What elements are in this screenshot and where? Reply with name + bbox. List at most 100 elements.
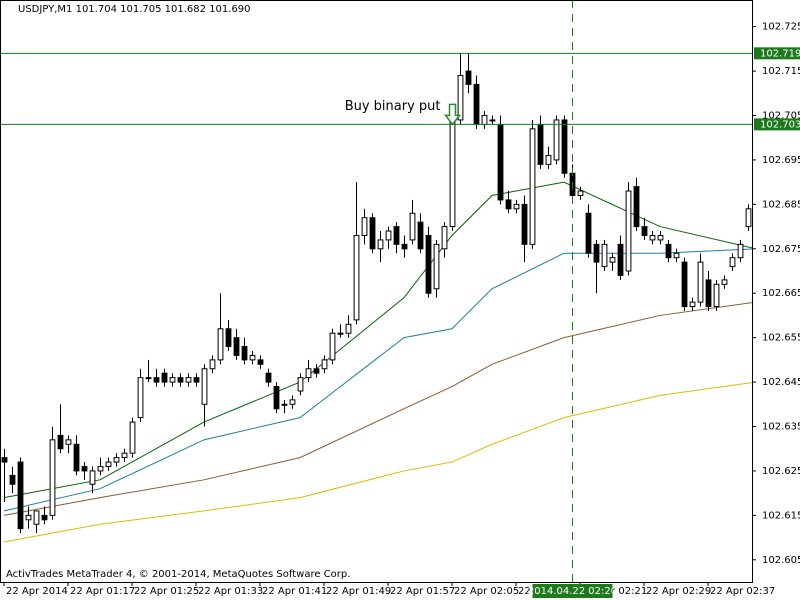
candle-body (409, 212, 416, 241)
candle-body (1, 457, 8, 463)
candle-body (153, 377, 160, 383)
candle-body (97, 465, 104, 472)
candle-body (297, 377, 304, 392)
x-tick-label: 22 Apr 2014 (6, 586, 68, 597)
candle-body (225, 328, 232, 348)
y-tick-label: 102.645 (762, 377, 800, 388)
candle-body (193, 377, 200, 383)
candle-body (169, 377, 176, 383)
candle-body (329, 332, 336, 361)
candle-body (609, 257, 616, 263)
plot-frame (0, 0, 753, 583)
x-tick-label: 22 Apr 02:29 (646, 586, 711, 597)
x-tick-label: 22 Apr 02:05 (454, 586, 519, 597)
y-tick-label: 102.615 (762, 510, 800, 521)
candle-body (657, 234, 664, 241)
y-tick-label: 102.675 (762, 244, 800, 255)
candle-body (745, 208, 752, 228)
candle-body (305, 368, 312, 379)
candle-body (185, 377, 192, 383)
candle-body (137, 377, 144, 419)
candle-body (441, 226, 448, 250)
x-tick-label: 22 Apr 02:21 (582, 586, 647, 597)
candle-body (345, 323, 352, 334)
candle-body (129, 421, 136, 454)
candle-body (257, 359, 264, 365)
candle-body (729, 257, 736, 268)
candle-body (641, 226, 648, 236)
candle-body (449, 119, 456, 228)
candle-body (401, 243, 408, 250)
plot-area: Buy binary put (0, 0, 752, 582)
candle-body (337, 332, 344, 335)
x-tick-label: 22 Apr 01:17 (70, 586, 135, 597)
y-tick-label: 102.655 (762, 333, 800, 344)
candle-body (505, 199, 512, 210)
candle-body (537, 123, 544, 165)
candle-body (473, 83, 480, 125)
candle-body (217, 328, 224, 361)
candle-body (41, 514, 48, 521)
candle-body (457, 75, 464, 121)
candle-body (89, 470, 96, 485)
price-level-box (754, 47, 800, 60)
candle-body (561, 119, 568, 174)
candle-body (361, 217, 368, 236)
candle-body (25, 514, 32, 521)
y-tick-label: 102.725 (762, 22, 800, 33)
vertical-line-box (532, 584, 613, 598)
chart-title: USDJPY,M1 101.704 101.705 101.682 101.69… (18, 4, 251, 15)
candle-body (313, 368, 320, 374)
candle-body (321, 359, 328, 370)
x-tick-label: 22 Apr 01:57 (390, 586, 455, 597)
candle-body (633, 186, 640, 228)
price-level-box (754, 118, 800, 131)
x-tick-label: 22 Apr 01:25 (134, 586, 199, 597)
candle-body (161, 372, 168, 383)
candle-body (433, 243, 440, 290)
annotation: Buy binary put (345, 99, 441, 114)
candle-body (17, 461, 24, 530)
candle-body (385, 230, 392, 241)
candle-body (265, 372, 272, 383)
candle-body (377, 239, 384, 250)
y-tick-label: 102.635 (762, 422, 800, 433)
y-tick-label: 102.665 (762, 288, 800, 299)
x-tick-label: 22 Apr 01:41 (262, 586, 327, 597)
candle-body (201, 368, 208, 405)
price-level-label: 102.719 (760, 48, 800, 59)
candle-body (393, 226, 400, 245)
candle-body (233, 337, 240, 356)
candle-body (593, 243, 600, 263)
candle-body (465, 70, 472, 85)
candle-body (697, 261, 704, 303)
y-tick-label: 102.705 (762, 111, 800, 122)
candle-body (81, 465, 88, 472)
candle-body (281, 403, 288, 406)
candle-body (529, 128, 536, 245)
vertical-line-label: 2014.04.22 02:20 (528, 586, 617, 597)
candle-body (713, 283, 720, 308)
x-tick-label: 22 Apr 02:37 (710, 586, 775, 597)
candle-body (513, 203, 520, 210)
candle-body (673, 252, 680, 259)
moving-average (3, 382, 752, 543)
arrow (443, 103, 462, 126)
x-tick-label: 22 Apr 01:49 (326, 586, 391, 597)
footer: ActivTrades MetaTrader 4, © 2001-2014, M… (6, 569, 350, 580)
candle-body (145, 377, 152, 380)
candle-body (369, 217, 376, 250)
candle-body (9, 474, 16, 485)
y-tick-label: 102.685 (762, 199, 800, 210)
candle-body (649, 234, 656, 241)
candle-body (121, 452, 128, 459)
y-tick-label: 102.695 (762, 155, 800, 166)
y-tick-label: 102.605 (762, 555, 800, 566)
moving-average (3, 302, 752, 516)
candle-body (49, 439, 56, 516)
candle-body (545, 154, 552, 165)
x-tick-label: 22 Apr 01:33 (198, 586, 263, 597)
candle-body (425, 234, 432, 294)
